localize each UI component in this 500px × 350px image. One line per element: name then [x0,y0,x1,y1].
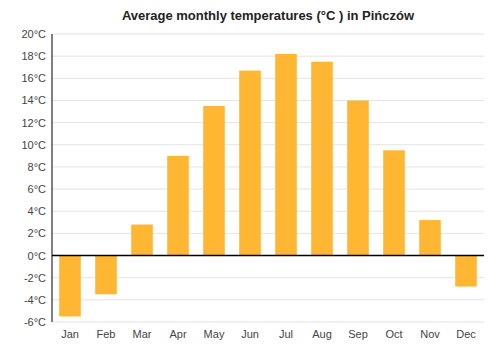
grid-line [52,100,484,101]
y-tick-label: -2°C [24,272,46,284]
bar [131,225,153,256]
y-tick-label: 8°C [28,161,47,173]
grid-line [52,144,484,145]
y-tick-label: 10°C [21,139,46,151]
bar [239,71,261,256]
x-tick-label: May [204,328,225,340]
grid-line [52,166,484,167]
y-tick-label: 20°C [21,28,46,40]
grid-line [52,34,484,35]
y-tick-label: 2°C [28,227,47,239]
bar [275,54,297,256]
grid-line [52,211,484,212]
chart-container: Average monthly temperatures (°C ) in Pi… [0,0,500,350]
x-tick-label: Sep [348,328,368,340]
grid [52,34,484,322]
x-tick-label: Aug [312,328,332,340]
x-tick-label: Nov [420,328,440,340]
y-tick-label: 4°C [28,205,47,217]
x-tick-label: Mar [133,328,152,340]
x-tick-label: Jan [61,328,79,340]
grid-line [52,277,484,278]
bar [203,106,225,256]
bar [455,256,477,287]
y-axis-line [52,34,53,322]
x-tick-label: Feb [97,328,116,340]
bar [383,150,405,255]
y-tick-label: 18°C [21,50,46,62]
x-tick-label: Jul [279,328,293,340]
grid-line [52,322,484,323]
bar [59,256,81,317]
grid-line [52,78,484,79]
y-tick-label: -6°C [24,316,46,328]
bar [311,62,333,256]
y-tick-label: 6°C [28,183,47,195]
grid-line [52,255,484,256]
chart: Average monthly temperatures (°C ) in Pi… [0,0,500,350]
bars [59,54,477,317]
title: Average monthly temperatures (°C ) in Pi… [122,8,415,23]
x-tick-label: Dec [456,328,476,340]
x-tick-label: Oct [385,328,402,340]
bar [167,156,189,256]
bar [347,100,369,255]
y-tick-label: 14°C [21,94,46,106]
y-tick-label: 16°C [21,72,46,84]
grid-line [52,189,484,190]
y-tick-label: 12°C [21,117,46,129]
x-tick-label: Apr [169,328,186,340]
y-tick-label: 0°C [28,250,47,262]
grid-line [52,299,484,300]
y-tick-label: -4°C [24,294,46,306]
x-tick-label: Jun [241,328,259,340]
zero-line [52,255,484,257]
grid-line [52,56,484,57]
bar [419,220,441,255]
grid-line [52,122,484,123]
bar [95,256,117,295]
